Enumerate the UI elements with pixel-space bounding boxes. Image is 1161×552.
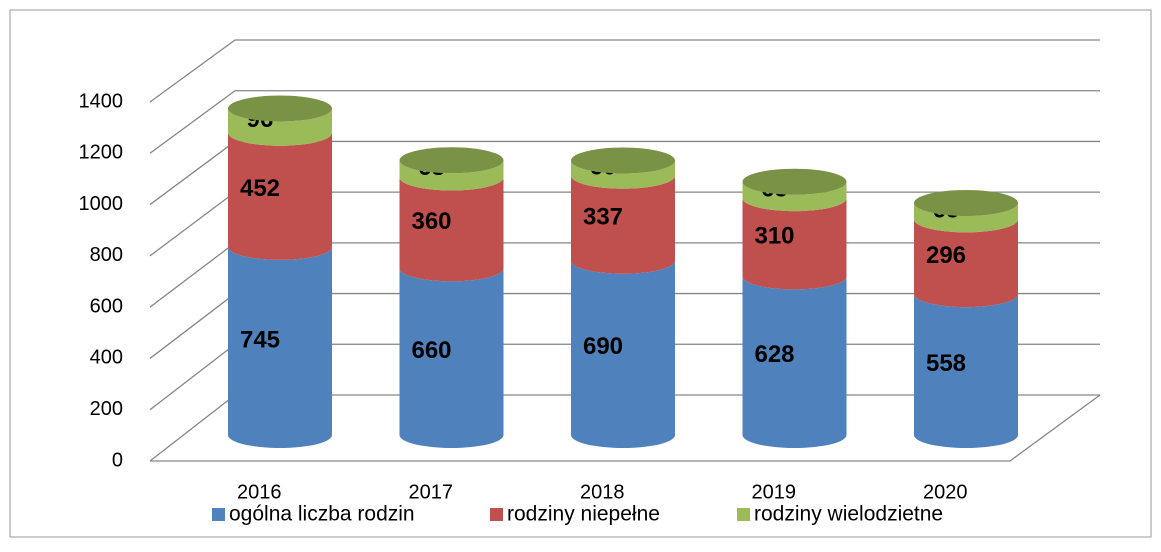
cylinder-segment: [914, 219, 1018, 308]
data-label: 296: [926, 242, 966, 269]
cylinder-segment: [742, 181, 847, 212]
x-tick-label: 2016: [237, 481, 282, 503]
cylinder-segment: [914, 294, 1018, 448]
cylinder-segment: [399, 268, 504, 449]
y-tick-label: 1000: [79, 193, 124, 215]
y-tick-label: 1400: [79, 90, 124, 112]
x-tick-label: 2018: [580, 481, 625, 503]
cylinder-segment: [571, 260, 675, 448]
x-tick-label: 2020: [923, 481, 968, 503]
cylinder-segment: [742, 198, 847, 290]
data-label: 690: [583, 333, 623, 360]
data-label: 558: [926, 350, 966, 377]
legend-label: rodziny niepełne: [507, 503, 660, 526]
data-label: 660: [411, 337, 451, 364]
cylinder-segment: [228, 108, 332, 146]
y-tick-label: 400: [90, 347, 123, 369]
cylinder-top: [228, 95, 332, 122]
legend-label: rodziny wielodzietne: [754, 503, 943, 526]
cylinder-segment: [228, 246, 332, 448]
cylinder-top: [571, 147, 675, 174]
cylinder-top: [914, 189, 1018, 216]
y-tick-label: 600: [90, 295, 123, 317]
legend-swatch: [490, 508, 503, 521]
cylinder-segment: [571, 160, 675, 189]
data-label: 745: [240, 326, 280, 353]
grid-line: [149, 90, 1100, 154]
legend-label: ogólna liczba rodzin: [229, 503, 415, 526]
x-tick-label: 2019: [752, 481, 797, 503]
y-tick-label: 1200: [79, 142, 124, 164]
cylinder-segment: [742, 276, 847, 449]
legend-swatch: [212, 508, 225, 521]
data-label: 310: [754, 223, 794, 250]
cylinder-segment: [228, 132, 332, 260]
cylinder-segment: [399, 160, 504, 191]
y-tick-label: 800: [90, 244, 123, 266]
data-label: 452: [240, 175, 280, 202]
legend-swatch: [737, 508, 750, 521]
cylinder-segment: [914, 202, 1018, 233]
y-tick-label: 200: [90, 398, 123, 420]
cylinder-top: [742, 168, 847, 195]
y-tick-label: 0: [112, 449, 123, 471]
grid-line: [149, 39, 1100, 103]
cylinder-segment: [571, 175, 675, 274]
cylinder-top: [399, 147, 504, 174]
cylinder-segment: [399, 177, 504, 282]
data-label: 360: [411, 208, 451, 235]
floor-edge: [150, 394, 1101, 462]
data-label: 628: [754, 341, 794, 368]
data-label: 337: [583, 204, 623, 231]
x-tick-label: 2017: [409, 481, 454, 503]
